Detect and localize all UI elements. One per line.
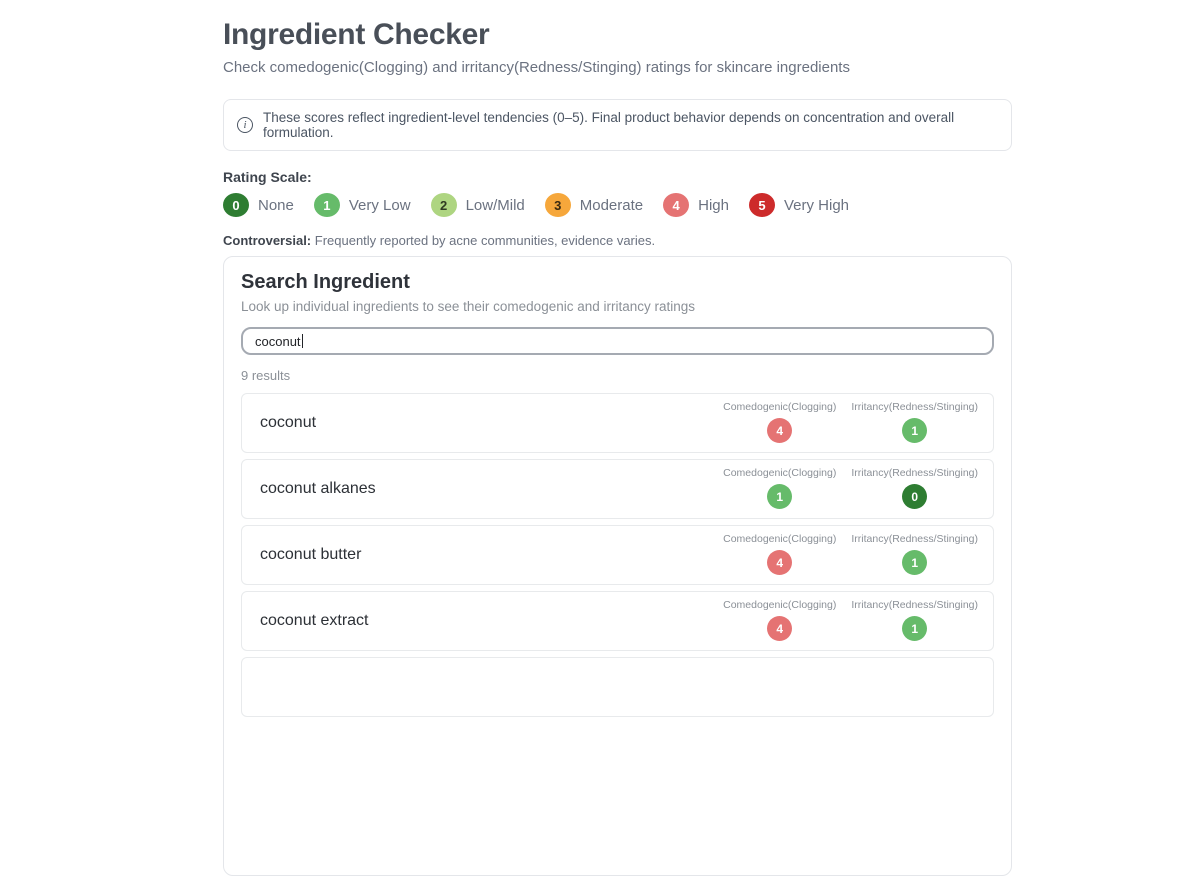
page-subtitle: Check comedogenic(Clogging) and irritanc… (223, 59, 850, 76)
comedogenic-rating-badge: 1 (767, 484, 793, 509)
irritancy-column-label: Irritancy(Redness/Stinging) (851, 533, 978, 545)
controversial-text: Frequently reported by acne communities,… (314, 233, 656, 248)
controversial-note: Controversial: Frequently reported by ac… (223, 233, 1012, 248)
rating-badge: 5 (748, 193, 775, 217)
comedogenic-column: Comedogenic(Clogging) 4 (723, 599, 836, 643)
rating-badge: 2 (430, 193, 457, 217)
irritancy-column: Irritancy(Redness/Stinging) 1 (851, 533, 978, 577)
rating-scale-item: 3 Moderate (544, 193, 644, 217)
ingredient-name: coconut (260, 414, 317, 431)
search-card: Search Ingredient Look up individual ing… (223, 256, 1012, 876)
result-ratings: Comedogenic(Clogging) 4 Irritancy(Rednes… (723, 401, 978, 445)
rating-scale-item: 0 None (223, 193, 294, 217)
text-caret (301, 334, 303, 348)
comedogenic-column-label: Comedogenic(Clogging) (723, 401, 837, 413)
result-row[interactable]: coconut extract Comedogenic(Clogging) 4 … (241, 591, 994, 651)
page-container: Ingredient Checker Check comedogenic(Clo… (223, 0, 1012, 876)
irritancy-rating-badge: 1 (902, 550, 928, 575)
rating-badge: 1 (313, 193, 340, 217)
info-icon: i (237, 117, 253, 133)
search-card-subtitle: Look up individual ingredients to see th… (241, 299, 696, 314)
comedogenic-rating-badge: 4 (767, 418, 793, 443)
page-title: Ingredient Checker (223, 18, 490, 51)
ingredient-name: coconut butter (260, 546, 362, 563)
ingredient-name: coconut alkanes (260, 480, 376, 497)
irritancy-column-label: Irritancy(Redness/Stinging) (851, 467, 978, 479)
result-ratings: Comedogenic(Clogging) 1 Irritancy(Rednes… (723, 467, 978, 511)
irritancy-column-label: Irritancy(Redness/Stinging) (851, 401, 978, 413)
controversial-label: Controversial: (223, 233, 312, 248)
info-banner-text: These scores reflect ingredient-level te… (263, 110, 955, 140)
irritancy-rating-badge: 1 (902, 616, 928, 641)
result-row[interactable]: coconut Comedogenic(Clogging) 4 Irritanc… (241, 393, 994, 453)
irritancy-column: Irritancy(Redness/Stinging) 0 (851, 467, 978, 511)
rating-scale-row: 0 None 1 Very Low 2 Low/Mild 3 Moderate … (223, 193, 1012, 217)
rating-scale-item: 4 High (663, 193, 729, 217)
results-list: coconut Comedogenic(Clogging) 4 Irritanc… (241, 393, 994, 717)
irritancy-rating-badge: 0 (902, 484, 928, 509)
rating-scale-label: Low/Mild (465, 196, 525, 214)
rating-badge: 3 (544, 193, 571, 217)
result-row[interactable]: coconut alkanes Comedogenic(Clogging) 1 … (241, 459, 994, 519)
result-ratings: Comedogenic(Clogging) 4 Irritancy(Rednes… (723, 533, 978, 577)
result-ratings: Comedogenic(Clogging) 4 Irritancy(Rednes… (723, 599, 978, 643)
rating-scale-label: Moderate (579, 196, 644, 214)
comedogenic-rating-badge: 4 (767, 616, 793, 641)
info-banner: i These scores reflect ingredient-level … (223, 99, 1012, 151)
comedogenic-column: Comedogenic(Clogging) 4 (723, 401, 836, 445)
comedogenic-column-label: Comedogenic(Clogging) (723, 599, 837, 611)
result-row[interactable]: coconut butter Comedogenic(Clogging) 4 I… (241, 525, 994, 585)
search-input[interactable]: coconut (241, 327, 994, 355)
rating-scale-title: Rating Scale: (223, 169, 312, 185)
irritancy-rating-badge: 1 (902, 418, 928, 443)
rating-scale-label: Very High (783, 196, 850, 214)
comedogenic-rating-badge: 4 (767, 550, 793, 575)
rating-scale-item: 1 Very Low (313, 193, 411, 217)
rating-scale-label: None (258, 196, 294, 214)
rating-scale-label: High (698, 196, 729, 214)
rating-scale-item: 5 Very High (748, 193, 850, 217)
search-input-value: coconut (255, 333, 301, 349)
rating-scale-item: 2 Low/Mild (430, 193, 525, 217)
irritancy-column: Irritancy(Redness/Stinging) 1 (851, 599, 978, 643)
rating-badge: 0 (223, 193, 249, 217)
comedogenic-column: Comedogenic(Clogging) 4 (723, 533, 836, 577)
result-row-partial[interactable] (241, 657, 994, 717)
comedogenic-column: Comedogenic(Clogging) 1 (723, 467, 836, 511)
comedogenic-column-label: Comedogenic(Clogging) (723, 533, 837, 545)
search-card-title: Search Ingredient (241, 271, 410, 293)
ingredient-name: coconut extract (260, 612, 369, 629)
rating-badge: 4 (663, 193, 690, 217)
irritancy-column-label: Irritancy(Redness/Stinging) (851, 599, 978, 611)
results-count: 9 results (241, 368, 291, 383)
comedogenic-column-label: Comedogenic(Clogging) (723, 467, 837, 479)
irritancy-column: Irritancy(Redness/Stinging) 1 (851, 401, 978, 445)
rating-scale-label: Very Low (348, 196, 411, 214)
